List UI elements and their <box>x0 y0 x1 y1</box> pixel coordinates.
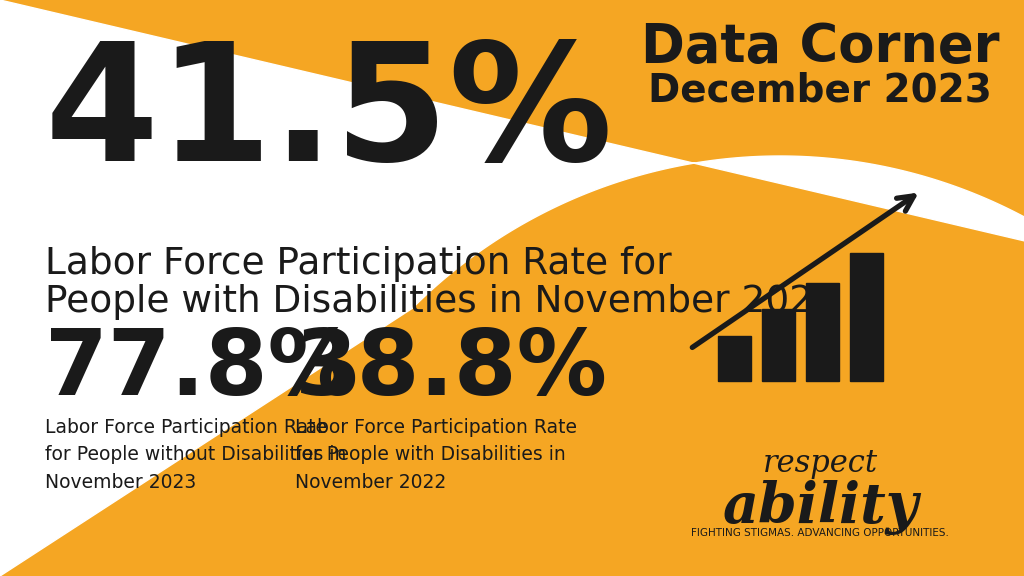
Text: Labor Force Participation Rate
for People with Disabilities in
November 2022: Labor Force Participation Rate for Peopl… <box>295 418 577 491</box>
Text: 38.8%: 38.8% <box>295 326 608 414</box>
Bar <box>762 309 795 381</box>
Text: Data Corner: Data Corner <box>641 21 999 73</box>
Text: Labor Force Participation Rate for: Labor Force Participation Rate for <box>45 246 672 282</box>
Text: FIGHTING STIGMAS. ADVANCING OPPORTUNITIES.: FIGHTING STIGMAS. ADVANCING OPPORTUNITIE… <box>691 528 949 538</box>
Bar <box>806 283 839 381</box>
Text: ability: ability <box>722 480 918 535</box>
Text: People with Disabilities in November 2023: People with Disabilities in November 202… <box>45 284 837 320</box>
Text: 77.8%: 77.8% <box>45 326 358 414</box>
Text: respect: respect <box>763 448 878 479</box>
Text: 41.5%: 41.5% <box>45 36 613 195</box>
Text: December 2023: December 2023 <box>648 71 992 109</box>
Bar <box>718 336 751 381</box>
Bar <box>850 253 883 381</box>
Text: Labor Force Participation Rate
for People without Disabilities in
November 2023: Labor Force Participation Rate for Peopl… <box>45 418 346 491</box>
